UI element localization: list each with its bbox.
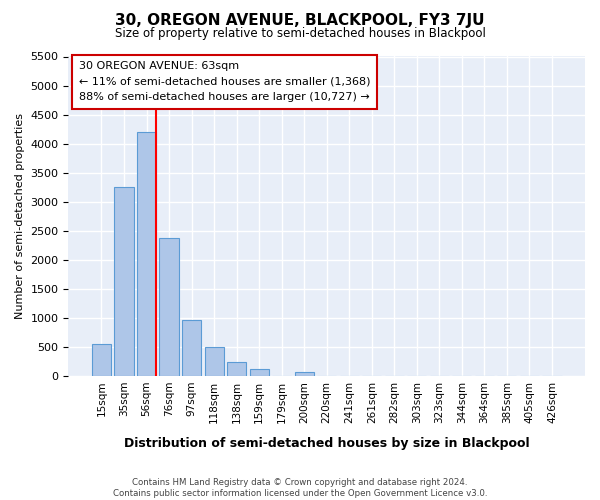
X-axis label: Distribution of semi-detached houses by size in Blackpool: Distribution of semi-detached houses by … — [124, 437, 530, 450]
Text: Contains HM Land Registry data © Crown copyright and database right 2024.
Contai: Contains HM Land Registry data © Crown c… — [113, 478, 487, 498]
Bar — [295, 372, 314, 376]
Bar — [160, 238, 179, 376]
Bar — [205, 347, 224, 376]
Bar — [115, 188, 134, 376]
Y-axis label: Number of semi-detached properties: Number of semi-detached properties — [15, 114, 25, 320]
Bar — [92, 344, 111, 376]
Bar — [227, 362, 246, 376]
Text: 30, OREGON AVENUE, BLACKPOOL, FY3 7JU: 30, OREGON AVENUE, BLACKPOOL, FY3 7JU — [115, 12, 485, 28]
Text: Size of property relative to semi-detached houses in Blackpool: Size of property relative to semi-detach… — [115, 28, 485, 40]
Text: 30 OREGON AVENUE: 63sqm
← 11% of semi-detached houses are smaller (1,368)
88% of: 30 OREGON AVENUE: 63sqm ← 11% of semi-de… — [79, 62, 370, 102]
Bar — [137, 132, 156, 376]
Bar — [250, 369, 269, 376]
Bar — [182, 320, 201, 376]
